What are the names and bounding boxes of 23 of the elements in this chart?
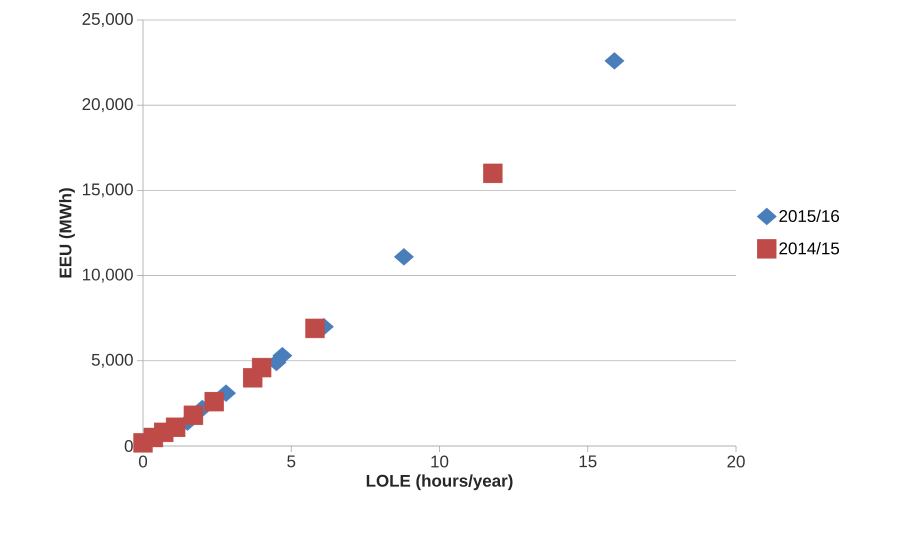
- point: [394, 248, 414, 266]
- y-tick-label: 10,000: [82, 268, 133, 283]
- legend-label: 2015/16: [779, 210, 840, 222]
- point: [166, 418, 186, 437]
- x-tick-label: 5: [287, 456, 296, 468]
- x-axis-title: LOLE (hours/year): [366, 474, 513, 490]
- x-tick-label: 20: [727, 456, 745, 468]
- point: [305, 318, 325, 338]
- x-tick-label: 0: [138, 456, 148, 468]
- legend-label: 2014/15: [779, 242, 840, 254]
- y-axis-title: EEU (MWh): [59, 188, 75, 278]
- x-tick-label: 15: [580, 456, 596, 468]
- point: [184, 406, 204, 426]
- point: [604, 52, 624, 70]
- y-tick-label: 5,000: [92, 354, 133, 368]
- y-tick-label: 0: [124, 440, 133, 452]
- point: [483, 164, 503, 184]
- point: [252, 358, 272, 378]
- y-tick-label: 20,000: [82, 98, 133, 112]
- y-tick-label: 25,000: [82, 12, 133, 27]
- y-tick-label: 15,000: [82, 183, 133, 198]
- point: [204, 392, 224, 412]
- x-tick-label: 10: [431, 456, 448, 468]
